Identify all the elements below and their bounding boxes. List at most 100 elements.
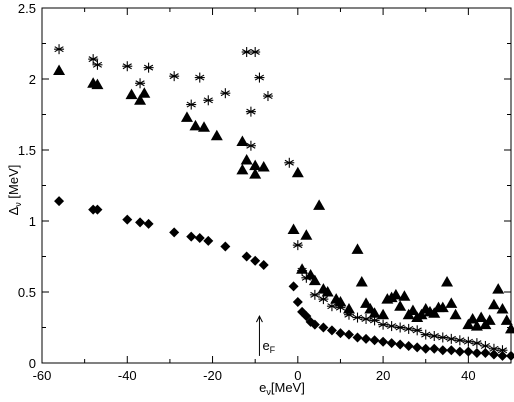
diamond-point (395, 339, 406, 350)
star-point (220, 88, 231, 99)
diamond-point (343, 329, 354, 340)
star-point (169, 71, 180, 82)
star-point (412, 325, 423, 336)
triangle-point (475, 311, 488, 323)
star-point (437, 332, 448, 343)
y-tick-label: 0.5 (18, 285, 36, 300)
star-point (446, 333, 457, 344)
diamond-point (463, 346, 474, 357)
star-point (471, 338, 482, 349)
triangle-point (445, 297, 458, 308)
triangle-point (198, 121, 211, 132)
triangle-point (483, 314, 496, 325)
triangle-point (351, 243, 364, 254)
diamond-point (352, 332, 363, 343)
star-point (254, 72, 265, 83)
triangle-point (441, 276, 454, 287)
triangle-point (505, 322, 514, 334)
triangle-point (342, 303, 355, 314)
triangle-point (428, 307, 441, 318)
diamond-point (369, 335, 380, 346)
diamond-point (488, 349, 499, 360)
triangle-point (210, 129, 223, 141)
x-tick-label: -40 (118, 368, 137, 383)
x-tick-label: 20 (376, 368, 390, 383)
diamond-point (378, 336, 389, 347)
star-point (262, 91, 273, 102)
triangle-point (134, 94, 147, 105)
triangle-point (406, 304, 419, 315)
star-point (386, 321, 397, 332)
triangle-point (500, 314, 513, 325)
star-point (203, 95, 214, 106)
triangle-point (415, 308, 428, 320)
triangle-point (313, 199, 326, 210)
diamond-point (361, 333, 372, 344)
diamond-point (480, 348, 491, 359)
triangle-point (91, 78, 104, 90)
y-tick-label: 2.5 (18, 1, 36, 16)
triangle-point (249, 168, 262, 179)
diamond-point (412, 342, 423, 353)
star-point (135, 78, 146, 89)
diamond-point (54, 196, 65, 207)
star-point (245, 106, 256, 117)
triangle-point (304, 268, 317, 280)
diamond-point (250, 255, 261, 266)
triangle-point (389, 288, 402, 300)
triangle-point (321, 286, 334, 297)
diamond-point (326, 325, 337, 336)
triangle-point (308, 274, 321, 286)
triangle-point (466, 312, 479, 324)
triangle-point (377, 308, 390, 320)
diamond-point (335, 328, 346, 339)
x-tick-label: 40 (461, 368, 475, 383)
x-axis-label: eν[MeV] (259, 380, 305, 397)
triangle-point (287, 223, 300, 235)
star-point (245, 140, 256, 151)
diamond-point (169, 227, 180, 238)
fermi-arrow-head (255, 315, 263, 323)
diamond-point (258, 260, 269, 271)
x-tick-label: -20 (203, 368, 222, 383)
triangle-point (189, 119, 202, 131)
diamond-point (420, 343, 431, 354)
triangle-point (300, 229, 313, 240)
star-point (378, 319, 389, 330)
triangle-point (449, 308, 462, 320)
star-point (292, 240, 303, 251)
diamond-point (203, 235, 214, 246)
diamond-point (186, 231, 197, 242)
star-point (143, 62, 154, 73)
diamond-point (403, 340, 414, 351)
diamond-point (446, 345, 457, 356)
diamond-point (471, 348, 482, 359)
triangle-point (368, 307, 381, 318)
diamond-point (220, 241, 231, 252)
diamond-point (194, 233, 205, 244)
triangle-point (394, 300, 407, 311)
triangle-point (249, 159, 262, 171)
annotations: eF (255, 315, 276, 356)
star-point (420, 329, 431, 340)
diamond-point (309, 319, 320, 330)
diamond-point (386, 338, 397, 349)
y-axis-label: Δν [MeV] (6, 165, 23, 216)
triangle-point (125, 88, 138, 100)
triangle-point (138, 87, 151, 98)
diamond-point (143, 218, 154, 229)
triangle-point (492, 283, 505, 294)
triangle-point (462, 318, 475, 330)
star-point (54, 44, 65, 55)
triangle-point (180, 111, 193, 122)
star-point (352, 312, 363, 323)
star-point (395, 322, 406, 333)
triangle-point (436, 301, 449, 313)
star-point (361, 313, 372, 324)
diamond-point (292, 296, 303, 307)
diamond-point (429, 343, 440, 354)
diamond-point (92, 204, 103, 215)
star-point (429, 331, 440, 342)
triangle-point (355, 276, 368, 287)
